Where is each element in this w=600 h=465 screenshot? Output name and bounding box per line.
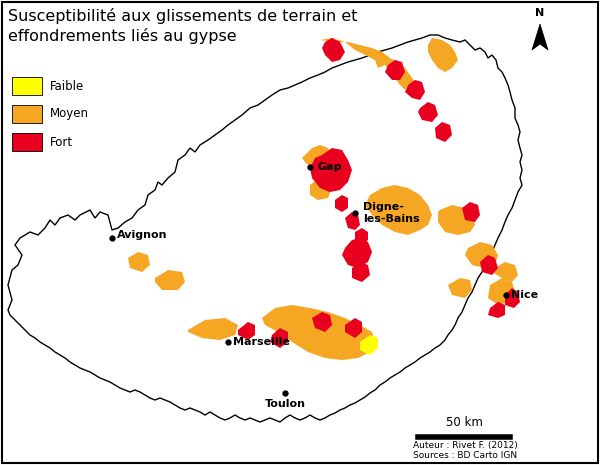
Polygon shape [310, 148, 352, 192]
Polygon shape [488, 302, 505, 318]
Polygon shape [352, 262, 370, 282]
Polygon shape [322, 38, 345, 62]
Polygon shape [345, 318, 362, 338]
Polygon shape [418, 102, 438, 122]
Polygon shape [435, 122, 452, 142]
Text: Fort: Fort [50, 135, 73, 148]
Bar [12, 105, 42, 123]
Polygon shape [342, 238, 372, 268]
Polygon shape [238, 322, 255, 340]
Text: Gap: Gap [318, 162, 343, 172]
Polygon shape [405, 80, 425, 100]
Text: Faible: Faible [50, 80, 84, 93]
Polygon shape [355, 228, 368, 245]
Polygon shape [335, 195, 348, 212]
Text: Marseille: Marseille [233, 337, 290, 347]
Bar [12, 133, 42, 151]
Polygon shape [128, 252, 150, 272]
Polygon shape [310, 178, 332, 200]
Text: Auteur : Rivet F. (2012)
Sources : BD Carto IGN: Auteur : Rivet F. (2012) Sources : BD Ca… [413, 441, 518, 460]
Text: Susceptibilité aux glissements de terrain et
effondrements liés au gypse: Susceptibilité aux glissements de terrai… [8, 8, 358, 44]
Polygon shape [480, 255, 498, 275]
Polygon shape [365, 185, 432, 235]
Polygon shape [505, 288, 520, 308]
Polygon shape [428, 38, 458, 72]
Text: Avignon: Avignon [117, 230, 167, 240]
Text: Moyen: Moyen [50, 107, 89, 120]
Polygon shape [462, 202, 480, 222]
Polygon shape [492, 262, 518, 282]
Polygon shape [302, 145, 332, 170]
Text: Digne-
les-Bains: Digne- les-Bains [363, 202, 419, 224]
Polygon shape [262, 305, 375, 360]
Text: Nice: Nice [511, 290, 538, 300]
Polygon shape [345, 212, 360, 230]
Polygon shape [155, 270, 185, 290]
Polygon shape [438, 205, 475, 235]
Polygon shape [448, 278, 472, 298]
Polygon shape [465, 242, 498, 268]
Polygon shape [270, 328, 288, 348]
Polygon shape [320, 38, 415, 90]
Text: 50 km: 50 km [446, 416, 482, 429]
Bar [12, 77, 42, 95]
Polygon shape [188, 318, 238, 340]
Polygon shape [385, 60, 405, 80]
Polygon shape [532, 24, 548, 50]
Polygon shape [8, 35, 522, 422]
Polygon shape [312, 312, 332, 332]
Polygon shape [488, 278, 515, 305]
Text: N: N [535, 8, 545, 18]
Polygon shape [360, 335, 378, 355]
Text: Toulon: Toulon [265, 399, 305, 409]
